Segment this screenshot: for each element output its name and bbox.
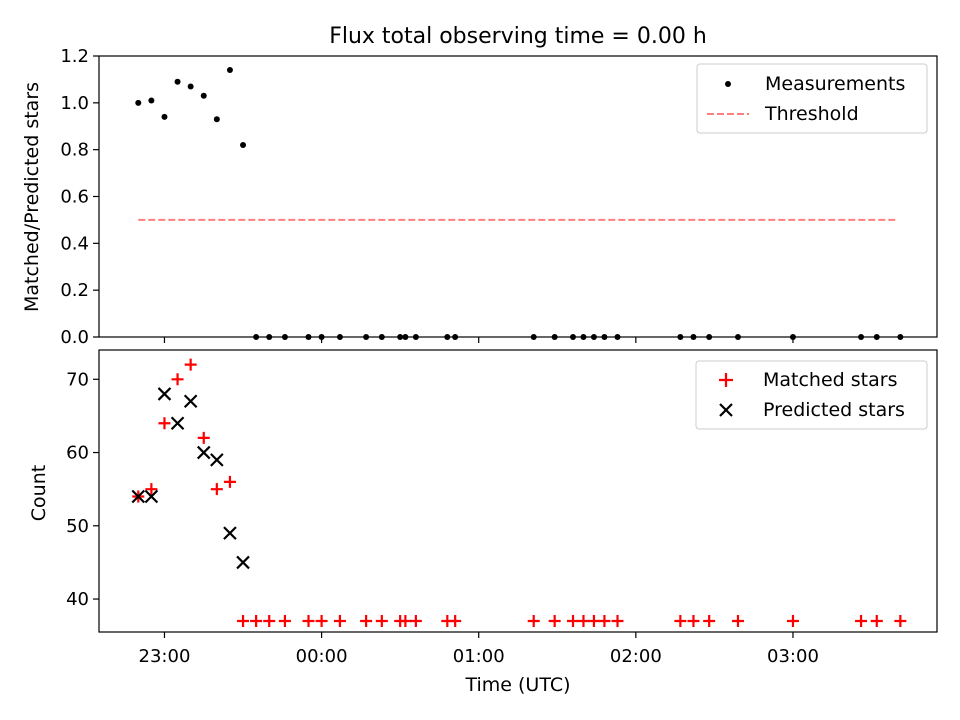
- top-panel: Flux total observing time = 0.00 h Match…: [21, 24, 938, 348]
- matched-star-point: [611, 615, 624, 628]
- matched-star-point: [855, 615, 868, 628]
- top-y-tick-label: 0.8: [60, 140, 89, 161]
- predicted-star-point: [223, 526, 237, 540]
- matched-star-point: [302, 615, 315, 628]
- matched-star-point: [250, 615, 263, 628]
- predicted-star-point: [236, 555, 250, 570]
- matched-star-point: [223, 475, 236, 488]
- legend-label-measurements: Measurements: [765, 73, 905, 95]
- top-legend-box: [696, 63, 928, 134]
- matched-star-point: [360, 615, 373, 628]
- measurement-point: [226, 67, 233, 74]
- matched-star-point: [598, 615, 611, 628]
- bottom-axes: 40 50 60 70 23:00 00:00 01:00 02:00 03:00: [66, 349, 938, 667]
- measurement-point: [174, 78, 181, 85]
- measurement-point: [187, 83, 194, 90]
- matched-star-point: [894, 615, 907, 628]
- legend-label-threshold: Threshold: [764, 103, 859, 125]
- matched-star-point: [315, 615, 328, 628]
- measurement-point: [240, 141, 247, 148]
- predicted-star-point: [196, 445, 211, 460]
- matched-star-point: [577, 615, 590, 628]
- predicted-star-point: [210, 453, 224, 467]
- legend-marker-measurements: [725, 81, 731, 87]
- measurement-point: [135, 99, 142, 106]
- matched-star-point: [870, 615, 883, 628]
- matched-star-point: [197, 431, 210, 444]
- predicted-star-point: [157, 387, 172, 401]
- top-y-tick-label: 1.0: [60, 93, 89, 114]
- matched-star-point: [587, 615, 600, 628]
- legend-label-predicted-stars: Predicted stars: [763, 399, 905, 421]
- matched-star-point: [731, 615, 744, 628]
- matched-star-point: [145, 483, 158, 496]
- bottom-panel: Count Time (UTC) 40 50 60 70 23:00 00:00 01:00…: [28, 349, 938, 696]
- matched-star-point: [158, 417, 171, 430]
- matched-star-point: [548, 615, 561, 628]
- legend-label-matched-stars: Matched stars: [763, 369, 897, 391]
- predicted-star-point: [144, 489, 159, 504]
- matched-star-point: [184, 358, 197, 371]
- bottom-plot-frame: [98, 349, 938, 633]
- top-axes: 0.0 0.2 0.4 0.6 0.8 1.0 1.2: [60, 46, 938, 348]
- matched-star-point: [333, 615, 346, 628]
- bottom-x-tick-label: 23:00: [139, 646, 191, 667]
- top-y-tick-label: 1.2: [60, 46, 89, 67]
- bottom-x-tick-label: 03:00: [767, 646, 819, 667]
- legend-marker-predicted-stars: [719, 403, 733, 417]
- bottom-y-tick-label: 60: [66, 443, 89, 464]
- bottom-legend: Matched stars Predicted stars: [695, 360, 928, 430]
- bottom-y-tick-label: 70: [66, 369, 89, 390]
- measurement-point: [200, 92, 207, 99]
- top-legend: Measurements Threshold: [696, 63, 928, 134]
- matched-star-point: [399, 615, 412, 628]
- bottom-x-tick-label: 02:00: [610, 646, 662, 667]
- matched-star-point: [674, 615, 687, 628]
- measurement-point: [148, 97, 155, 104]
- matched-star-point: [566, 615, 579, 628]
- predicted-star-point: [170, 416, 185, 431]
- top-y-tick-label: 0.4: [60, 233, 89, 254]
- matched-star-point: [786, 615, 799, 628]
- bottom-x-tick-label: 00:00: [296, 646, 348, 667]
- predicted-star-point: [183, 394, 198, 409]
- bottom-legend-box: [695, 360, 928, 430]
- chart-title: Flux total observing time = 0.00 h: [329, 24, 707, 49]
- matched-star-point: [278, 615, 291, 628]
- top-y-tick-label: 0.6: [60, 187, 89, 208]
- matched-star-point: [449, 615, 462, 628]
- top-y-tick-label: 0.2: [60, 280, 89, 301]
- matched-star-point: [527, 615, 540, 628]
- measurement-point: [161, 113, 168, 120]
- top-plot-marks: [135, 67, 904, 340]
- matched-star-point: [375, 615, 388, 628]
- x-axis-label: Time (UTC): [464, 674, 570, 696]
- bottom-plot-marks: [131, 358, 907, 628]
- bottom-x-tick-label: 01:00: [453, 646, 505, 667]
- bottom-y-tick-label: 40: [66, 589, 89, 610]
- matched-star-point: [210, 483, 223, 496]
- matched-star-point: [237, 615, 250, 628]
- top-y-tick-label: 0.0: [60, 327, 89, 348]
- predicted-star-point: [131, 489, 146, 504]
- bottom-y-axis-label: Count: [28, 465, 50, 521]
- matched-star-point: [409, 615, 422, 628]
- measurement-point: [213, 116, 220, 123]
- bottom-y-tick-label: 50: [66, 516, 89, 537]
- matched-star-point: [703, 615, 716, 628]
- legend-marker-matched-stars: [719, 373, 733, 387]
- matched-star-point: [171, 373, 184, 386]
- top-y-axis-label: Matched/Predicted stars: [21, 82, 43, 312]
- matched-star-point: [687, 615, 700, 628]
- matched-star-point: [263, 615, 276, 628]
